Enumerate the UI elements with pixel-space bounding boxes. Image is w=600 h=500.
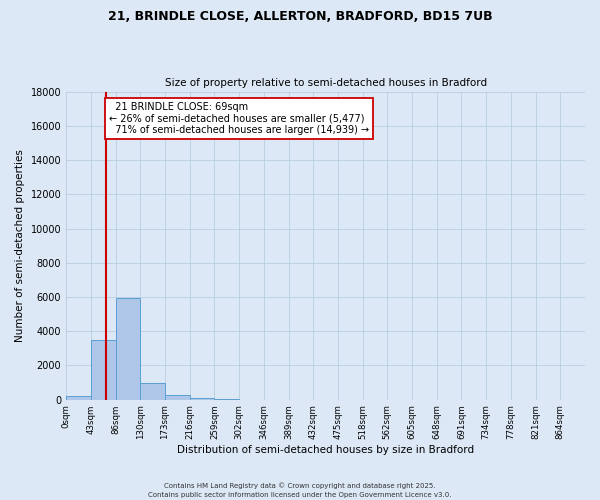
Bar [190,398,214,400]
Title: Size of property relative to semi-detached houses in Bradford: Size of property relative to semi-detach… [164,78,487,88]
Bar [140,384,165,400]
Bar [91,340,116,400]
Text: Contains public sector information licensed under the Open Government Licence v3: Contains public sector information licen… [148,492,452,498]
X-axis label: Distribution of semi-detached houses by size in Bradford: Distribution of semi-detached houses by … [177,445,474,455]
Bar [116,298,140,400]
Text: Contains HM Land Registry data © Crown copyright and database right 2025.: Contains HM Land Registry data © Crown c… [164,482,436,489]
Y-axis label: Number of semi-detached properties: Number of semi-detached properties [15,149,25,342]
Text: 21 BRINDLE CLOSE: 69sqm
← 26% of semi-detached houses are smaller (5,477)
  71% : 21 BRINDLE CLOSE: 69sqm ← 26% of semi-de… [109,102,369,135]
Bar [66,396,91,400]
Bar [214,399,239,400]
Bar [165,395,190,400]
Text: 21, BRINDLE CLOSE, ALLERTON, BRADFORD, BD15 7UB: 21, BRINDLE CLOSE, ALLERTON, BRADFORD, B… [107,10,493,23]
